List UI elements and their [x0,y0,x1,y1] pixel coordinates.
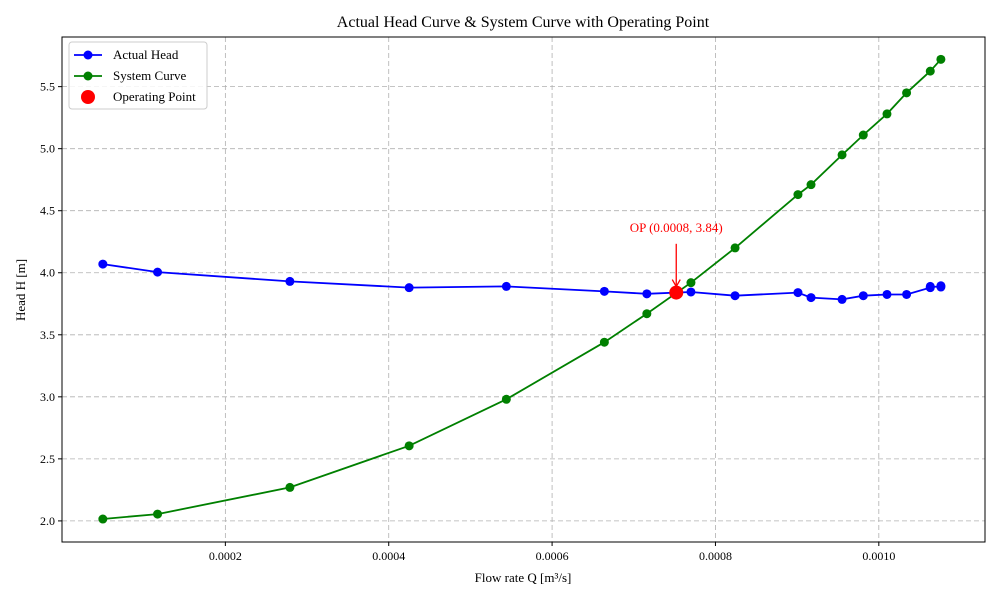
legend-label-system-curve: System Curve [113,68,187,83]
x-tick-label: 0.0008 [699,549,732,563]
legend: Actual Head System Curve Operating Point [68,41,208,110]
series-layer [98,54,946,524]
data-point-actual-head [404,283,414,293]
data-point-system-curve [599,337,609,347]
y-tick-label: 4.5 [40,204,55,218]
data-point-actual-head [858,291,868,301]
data-point-actual-head [882,289,892,299]
data-point-system-curve [858,130,868,140]
axis-ticks: 0.0002 0.0004 0.0006 0.0008 0.0010 2.0 2.5 3.0 3… [40,80,895,563]
y-tick-label: 5.0 [40,142,55,156]
chart-title: Actual Head Curve & System Curve with Op… [337,14,710,31]
annotation-layer: OP (0.0008, 3.84) [630,220,723,288]
data-point-system-curve [285,482,295,492]
data-point-actual-head [599,286,609,296]
y-axis-label: Head H [m] [13,259,28,321]
data-point-system-curve [730,243,740,253]
data-point-system-curve [686,278,696,288]
data-point-actual-head [730,291,740,301]
legend-marker-operating-point [81,90,95,104]
x-tick-label: 0.0010 [862,549,895,563]
data-point-actual-head [837,294,847,304]
x-tick-label: 0.0002 [209,549,242,563]
legend-box [68,41,208,110]
data-point-system-curve [925,66,935,76]
operating-point-annotation: OP (0.0008, 3.84) [630,220,723,235]
data-point-actual-head [153,267,163,277]
y-tick-label: 2.5 [40,452,55,466]
data-point-actual-head [902,289,912,299]
data-point-actual-head [642,289,652,299]
x-tick-label: 0.0004 [372,549,405,563]
data-point-system-curve [793,190,803,200]
data-point-actual-head [285,276,295,286]
data-point-system-curve [642,309,652,319]
data-point-actual-head [686,287,696,297]
annotation-arrow-head [671,279,681,288]
legend-marker-actual-head [83,50,93,60]
data-point-system-curve [404,441,414,451]
data-point-actual-head [98,259,108,269]
data-point-actual-head [793,288,803,298]
data-point-system-curve [98,514,108,524]
y-tick-label: 3.0 [40,390,55,404]
y-tick-label: 2.0 [40,514,55,528]
legend-marker-system-curve [83,71,93,81]
y-tick-label: 5.5 [40,80,55,94]
data-point-system-curve [902,88,912,98]
data-point-actual-head [806,293,816,303]
x-axis-label: Flow rate Q [m³/s] [475,570,572,585]
data-point-actual-head [925,281,935,291]
operating-point-marker [669,285,684,300]
y-tick-label: 4.0 [40,266,55,280]
data-point-actual-head [936,281,946,291]
x-tick-label: 0.0006 [536,549,569,563]
data-point-system-curve [501,394,511,404]
data-point-system-curve [882,109,892,119]
data-point-system-curve [806,180,816,190]
data-point-system-curve [936,54,946,64]
legend-label-operating-point: Operating Point [113,89,196,104]
data-point-system-curve [837,150,847,160]
data-point-actual-head [501,281,511,291]
plot-frame [61,36,986,543]
data-point-system-curve [153,509,163,519]
legend-label-actual-head: Actual Head [113,47,179,62]
y-tick-label: 3.5 [40,328,55,342]
